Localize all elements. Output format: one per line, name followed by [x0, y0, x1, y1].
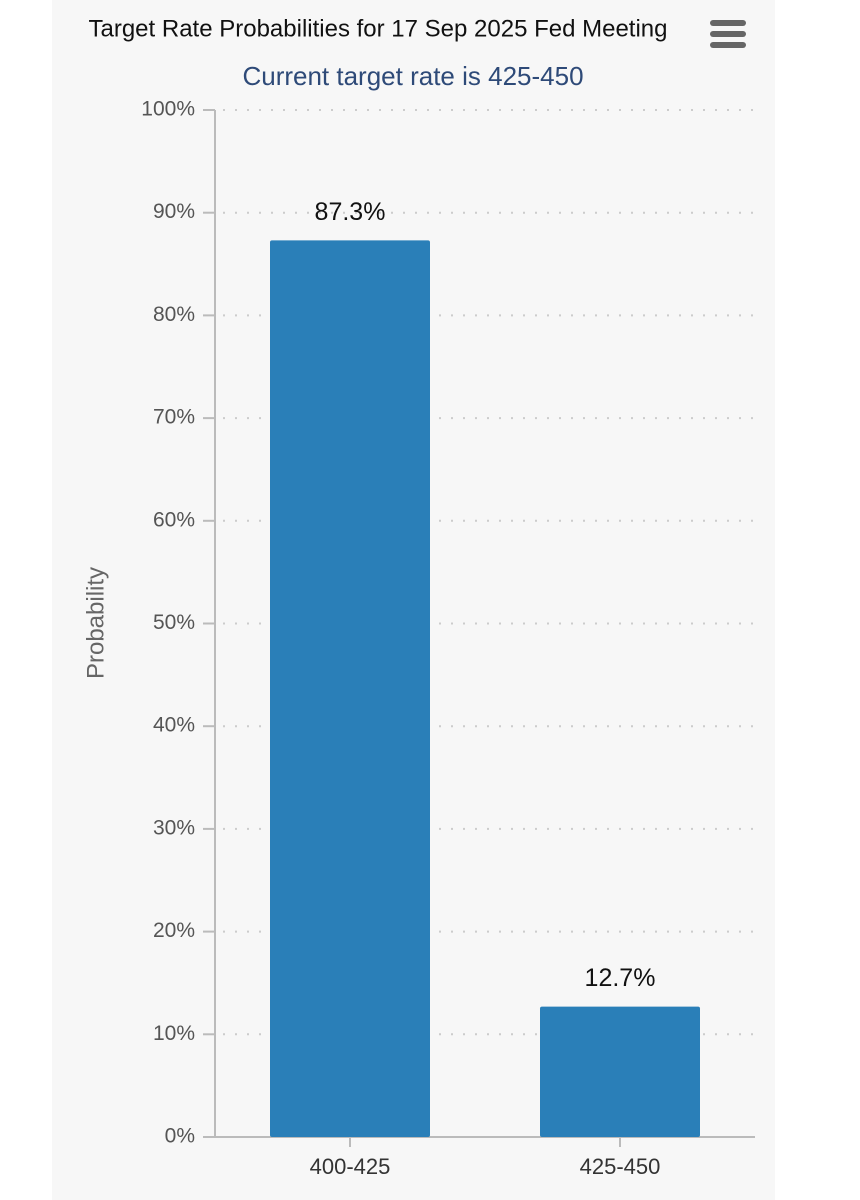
y-tick-label: 70% — [153, 406, 195, 429]
x-tick-label: 425-450 — [580, 1154, 661, 1179]
y-tick-label: 0% — [165, 1125, 195, 1148]
chart-title: Target Rate Probabilities for 17 Sep 202… — [88, 15, 667, 42]
y-tick-label: 30% — [153, 816, 195, 839]
menu-bar[interactable] — [710, 20, 746, 26]
y-tick-label: 10% — [153, 1022, 195, 1045]
y-tick-label: 80% — [153, 303, 195, 326]
menu-bar[interactable] — [710, 31, 746, 37]
menu-icon[interactable] — [710, 20, 746, 48]
y-axis-label: Probability — [82, 567, 109, 679]
y-tick-label: 60% — [153, 508, 195, 531]
y-tick-label: 20% — [153, 919, 195, 942]
data-label: 87.3% — [315, 198, 386, 226]
bar — [540, 1006, 700, 1137]
y-tick-label: 90% — [153, 200, 195, 223]
bar — [270, 240, 430, 1137]
data-label: 12.7% — [585, 964, 656, 992]
y-tick-label: 40% — [153, 714, 195, 737]
chart-subtitle: Current target rate is 425-450 — [242, 61, 583, 91]
y-tick-label: 50% — [153, 611, 195, 634]
x-tick-label: 400-425 — [310, 1154, 391, 1179]
y-tick-label: 100% — [141, 98, 195, 121]
menu-bar[interactable] — [710, 42, 746, 48]
